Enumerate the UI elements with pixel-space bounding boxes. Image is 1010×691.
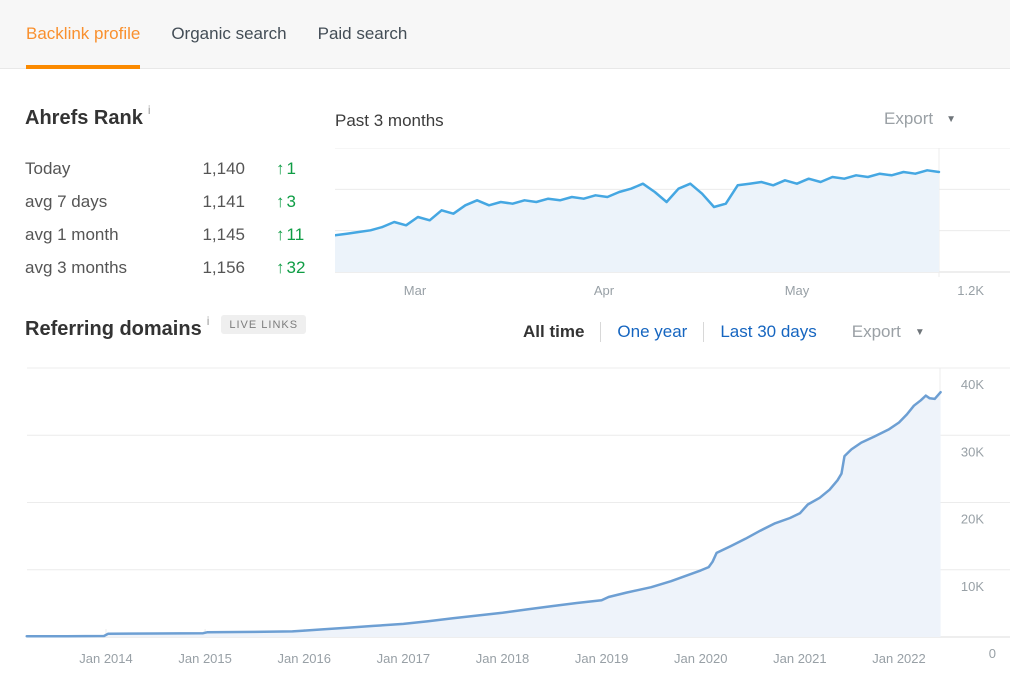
- ahrefs-rank-stats-table: Today 1,140 ↑ 1 avg 7 days 1,141 ↑ 3 avg 1…: [25, 152, 325, 284]
- stat-change-value: 11: [286, 224, 305, 244]
- x-axis-tick-label: Jan 2018: [476, 651, 530, 666]
- x-axis-tick-label: Apr: [594, 283, 615, 298]
- info-icon[interactable]: i: [206, 314, 210, 328]
- x-axis-tick-label: Jan 2016: [278, 651, 332, 666]
- stat-change-value: 1: [286, 158, 296, 178]
- table-row: Today 1,140 ↑ 1: [25, 152, 325, 185]
- chart-area: [26, 392, 941, 637]
- tab-label: Backlink profile: [26, 24, 141, 43]
- referring-domains-title-text: Referring domains: [25, 318, 202, 340]
- info-icon[interactable]: i: [147, 103, 151, 117]
- table-row: avg 1 month 1,145 ↑ 11: [25, 218, 325, 251]
- ahrefs-rank-chart: Mar Apr May 1.2K: [335, 148, 1010, 298]
- tab-bar: Backlink profile Organic search Paid sea…: [0, 0, 1010, 69]
- filter-divider: [600, 322, 602, 342]
- tab-organic-search[interactable]: Organic search: [171, 0, 286, 68]
- referring-domains-chart: 40K 30K 20K 10K 0 Jan 2014 Jan 2015 Jan 2016 Jan…: [25, 367, 1010, 666]
- stat-change-value: 32: [286, 257, 306, 277]
- chart-line: [335, 169, 941, 237]
- stat-change: ↑ 32: [245, 258, 325, 278]
- tab-label: Paid search: [317, 24, 408, 43]
- y-axis-tick-label: 30K: [961, 444, 984, 459]
- stat-value: 1,140: [202, 158, 245, 178]
- filter-divider: [703, 322, 705, 342]
- x-axis-tick-label: Jan 2022: [872, 651, 926, 666]
- stat-value: 1,156: [202, 257, 245, 277]
- x-axis-tick-label: Mar: [404, 283, 427, 298]
- stat-label: avg 7 days: [25, 191, 108, 211]
- up-arrow-icon: ↑: [276, 191, 285, 211]
- tab-label: Organic search: [171, 24, 287, 43]
- up-arrow-icon: ↑: [276, 257, 285, 277]
- tab-backlink-profile[interactable]: Backlink profile: [26, 0, 141, 69]
- live-links-badge: LIVE LINKS: [221, 315, 307, 334]
- chevron-down-icon: ▼: [914, 326, 925, 338]
- rank-chart-period-label: Past 3 months: [335, 111, 444, 130]
- chart-area: [335, 170, 939, 272]
- y-axis-tick-label: 20K: [961, 512, 984, 527]
- x-axis-tick-label: Jan 2015: [178, 651, 232, 666]
- stat-label: avg 3 months: [25, 257, 128, 277]
- x-axis-tick-label: Jan 2014: [79, 651, 133, 666]
- stat-change-value: 3: [286, 191, 296, 211]
- table-row: avg 7 days 1,141 ↑ 3: [25, 185, 325, 218]
- ahrefs-rank-title: Ahrefs Rank i: [25, 103, 150, 130]
- table-row: avg 3 months 1,156 ↑ 32: [25, 251, 325, 284]
- stat-change: ↑ 3: [245, 192, 325, 212]
- rank-chart-export-button[interactable]: Export ▼: [884, 109, 956, 129]
- filter-all-time[interactable]: All time: [523, 322, 585, 341]
- ahrefs-rank-title-text: Ahrefs Rank: [25, 107, 143, 129]
- export-label: Export: [851, 322, 901, 341]
- active-tab-indicator: [26, 65, 141, 69]
- y-axis-tick-label: 40K: [961, 377, 984, 392]
- stat-change: ↑ 1: [245, 159, 325, 179]
- referring-domains-export-button[interactable]: Export ▼: [852, 322, 925, 342]
- referring-domains-title: Referring domains i LIVE LINKS: [25, 314, 307, 341]
- filter-last-30-days[interactable]: Last 30 days: [720, 322, 817, 341]
- time-range-filters: All time One year Last 30 days Export ▼: [523, 320, 925, 344]
- x-axis-tick-label: Jan 2019: [575, 651, 629, 666]
- export-label: Export: [884, 109, 934, 128]
- stat-label: Today: [25, 158, 71, 178]
- y-axis-bottom-label: 1.2K: [957, 283, 984, 298]
- x-axis-tick-label: May: [785, 283, 810, 298]
- up-arrow-icon: ↑: [276, 224, 285, 244]
- stat-value: 1,141: [202, 191, 245, 211]
- x-axis-tick-label: Jan 2017: [377, 651, 431, 666]
- y-axis-tick-label: 10K: [961, 579, 984, 594]
- stat-value: 1,145: [202, 224, 245, 244]
- stat-change: ↑ 11: [245, 225, 325, 245]
- filter-one-year[interactable]: One year: [617, 322, 688, 341]
- x-axis-tick-label: Jan 2021: [773, 651, 827, 666]
- chart-line: [25, 390, 942, 638]
- up-arrow-icon: ↑: [276, 158, 285, 178]
- y-axis-tick-label: 0: [989, 646, 996, 661]
- stat-label: avg 1 month: [25, 224, 119, 244]
- chevron-down-icon: ▼: [946, 113, 957, 125]
- tab-paid-search[interactable]: Paid search: [318, 0, 408, 68]
- x-axis-tick-label: Jan 2020: [674, 651, 728, 666]
